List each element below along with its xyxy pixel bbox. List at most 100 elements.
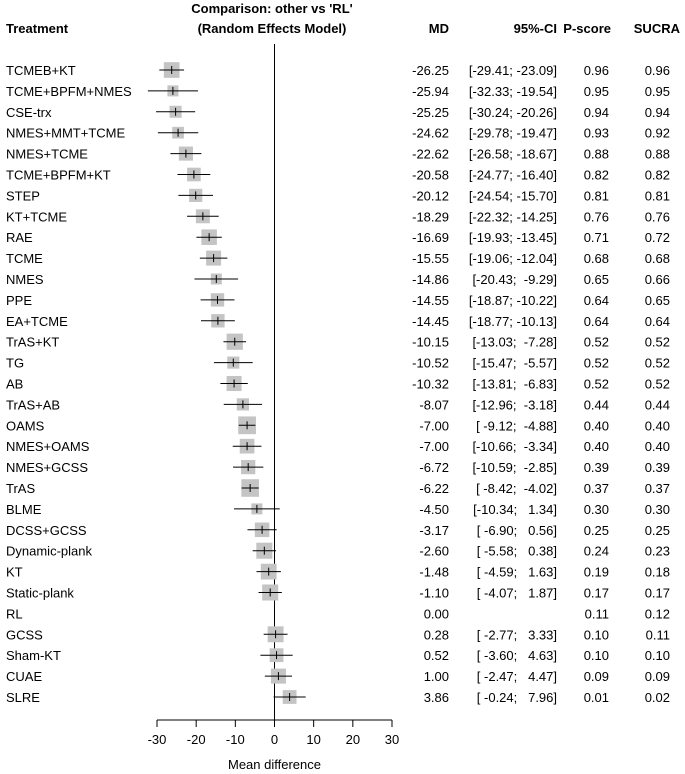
sucra-value: 0.02	[645, 690, 670, 705]
forest-row: TrAS+KT -10.15 [-13.03; -7.28] 0.52 0.52	[6, 333, 670, 350]
forest-row: TrAS -6.22 [ -8.42; -4.02] 0.37 0.37	[6, 479, 670, 497]
sucra-value: 0.37	[645, 481, 670, 496]
treatment-label: DCSS+GCSS	[6, 523, 87, 538]
treatment-label: STEP	[6, 188, 40, 203]
treatment-label: TrAS+AB	[6, 397, 60, 412]
x-tick-label: 20	[346, 732, 360, 747]
pscore-value: 0.25	[584, 523, 609, 538]
md-value: -1.10	[419, 586, 449, 601]
md-value: -4.50	[419, 502, 449, 517]
forest-row: BLME -4.50 [-10.34; 1.34] 0.30 0.30	[6, 502, 670, 517]
ci-value: [ -4.59; 1.63]	[477, 565, 557, 580]
pscore-value: 0.17	[584, 586, 609, 601]
sucra-value: 0.23	[645, 544, 670, 559]
col-header-sucra: SUCRA	[634, 21, 681, 36]
sucra-value: 0.52	[645, 356, 670, 371]
forest-rows: TCMEB+KT -26.25 [-29.41; -23.09] 0.96 0.96TC…	[6, 44, 670, 720]
md-value: -25.25	[412, 105, 449, 120]
forest-row: AB -10.32 [-13.81; -6.83] 0.52 0.52	[6, 375, 670, 392]
ci-value: [-32.33; -19.54]	[469, 84, 557, 99]
md-value: -14.86	[412, 272, 449, 287]
md-value: -24.62	[412, 126, 449, 141]
plot-title: Comparison: other vs 'RL'	[191, 1, 352, 16]
treatment-label: TCMEB+KT	[6, 63, 76, 78]
sucra-value: 0.30	[645, 502, 670, 517]
md-value: 0.52	[424, 648, 449, 663]
treatment-label: TG	[6, 356, 24, 371]
sucra-value: 0.88	[645, 147, 670, 162]
pscore-value: 0.68	[584, 251, 609, 266]
sucra-value: 0.76	[645, 209, 670, 224]
md-value: -20.12	[412, 188, 449, 203]
forest-row: Sham-KT 0.52 [ -3.60; 4.63] 0.10 0.10	[6, 648, 670, 663]
pscore-value: 0.09	[584, 669, 609, 684]
sucra-value: 0.95	[645, 84, 670, 99]
forest-row: RL 0.00 0.11 0.12	[6, 606, 670, 621]
forest-row: CSE-trx -25.25 [-30.24; -20.26] 0.94 0.94	[6, 105, 670, 120]
md-value: -25.94	[412, 84, 449, 99]
ci-value: [-18.87; -10.22]	[469, 293, 557, 308]
md-value: -22.62	[412, 147, 449, 162]
treatment-label: NMES+OAMS	[6, 439, 90, 454]
treatment-label: Sham-KT	[6, 648, 61, 663]
ci-value: [ -8.42; -4.02]	[476, 481, 557, 496]
forest-row: TCME+BPFM+NMES -25.94 [-32.33; -19.54] 0.95…	[6, 84, 670, 99]
treatment-label: Static-plank	[6, 586, 74, 601]
plot-subtitle: (Random Effects Model)	[198, 21, 347, 36]
sucra-value: 0.12	[645, 606, 670, 621]
treatment-label: SLRE	[6, 690, 40, 705]
md-value: -15.55	[412, 251, 449, 266]
pscore-value: 0.30	[584, 502, 609, 517]
ci-value: [-10.59; -2.85]	[472, 460, 557, 475]
sucra-value: 0.18	[645, 565, 670, 580]
forest-row: PPE -14.55 [-18.87; -10.22] 0.64 0.65	[6, 293, 670, 308]
sucra-value: 0.68	[645, 251, 670, 266]
forest-row: TCME -15.55 [-19.06; -12.04] 0.68 0.68	[6, 250, 670, 266]
treatment-label: PPE	[6, 293, 32, 308]
x-tick-label: 0	[271, 732, 278, 747]
col-header-md: MD	[429, 21, 449, 36]
pscore-value: 0.44	[584, 397, 609, 412]
md-value: -10.52	[412, 356, 449, 371]
ci-value: [-22.32; -14.25]	[469, 209, 557, 224]
treatment-label: NMES+MMT+TCME	[6, 126, 126, 141]
forest-row: GCSS 0.28 [ -2.77; 3.33] 0.10 0.11	[6, 626, 670, 642]
ci-value: [-26.58; -18.67]	[469, 147, 557, 162]
pscore-value: 0.40	[584, 439, 609, 454]
sucra-value: 0.82	[645, 168, 670, 183]
md-value: -3.17	[419, 523, 449, 538]
sucra-value: 0.92	[645, 126, 670, 141]
treatment-label: NMES+GCSS	[6, 460, 88, 475]
md-value: -14.45	[412, 314, 449, 329]
pscore-value: 0.01	[584, 690, 609, 705]
md-value: -8.07	[419, 397, 449, 412]
md-value: -26.25	[412, 63, 449, 78]
pscore-value: 0.52	[584, 335, 609, 350]
treatment-label: RL	[6, 606, 23, 621]
treatment-label: KT+TCME	[6, 209, 67, 224]
treatment-label: TrAS+KT	[6, 335, 59, 350]
md-value: -10.15	[412, 335, 449, 350]
treatment-label: EA+TCME	[6, 314, 68, 329]
pscore-value: 0.64	[584, 293, 609, 308]
ci-value: [-10.66; -3.34]	[472, 439, 557, 454]
treatment-label: CUAE	[6, 669, 42, 684]
treatment-label: TrAS	[6, 481, 35, 496]
col-header-pscore: P-score	[563, 21, 611, 36]
ci-value: [-18.77; -10.13]	[469, 314, 557, 329]
forest-row: DCSS+GCSS -3.17 [ -6.90; 0.56] 0.25 0.25	[6, 522, 670, 538]
x-tick-label: -30	[148, 732, 167, 747]
md-value: -7.00	[419, 418, 449, 433]
md-value: 3.86	[424, 690, 449, 705]
pscore-value: 0.95	[584, 84, 609, 99]
forest-row: TCME+BPFM+KT -20.58 [-24.77; -16.40] 0.82 0.…	[6, 168, 670, 183]
pscore-value: 0.93	[584, 126, 609, 141]
forest-row: TrAS+AB -8.07 [-12.96; -3.18] 0.44 0.44	[6, 397, 670, 412]
md-value: -18.29	[412, 209, 449, 224]
md-value: -16.69	[412, 230, 449, 245]
pscore-value: 0.81	[584, 188, 609, 203]
col-header-treatment: Treatment	[6, 21, 69, 36]
sucra-value: 0.65	[645, 293, 670, 308]
pscore-value: 0.71	[584, 230, 609, 245]
sucra-value: 0.52	[645, 335, 670, 350]
